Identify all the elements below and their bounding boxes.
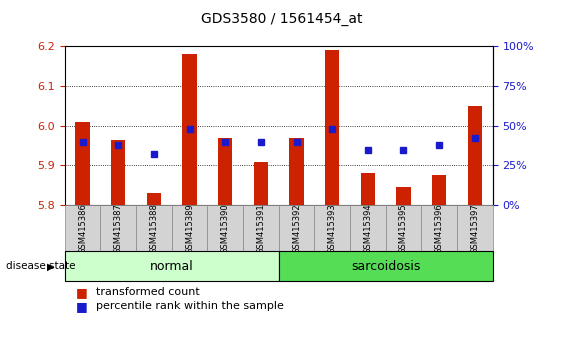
Bar (182, 54, 196, 205)
Bar (289, 138, 303, 205)
Text: GSM415395: GSM415395 (399, 203, 408, 254)
Bar (279, 251, 493, 281)
Text: GSM415394: GSM415394 (363, 203, 372, 254)
Text: GSM415390: GSM415390 (221, 203, 230, 254)
Text: ■: ■ (76, 300, 88, 313)
Text: GSM415392: GSM415392 (292, 203, 301, 254)
Bar (421, 205, 457, 251)
Bar (350, 205, 386, 251)
Bar (396, 187, 410, 205)
Bar (218, 138, 233, 205)
Bar (65, 251, 279, 281)
Text: ▶: ▶ (47, 261, 55, 272)
Bar (361, 173, 375, 205)
Bar (136, 205, 172, 251)
Bar (65, 205, 100, 251)
Text: GSM415389: GSM415389 (185, 203, 194, 254)
Bar (254, 161, 268, 205)
Text: GSM415387: GSM415387 (114, 203, 123, 254)
Text: GSM415397: GSM415397 (470, 203, 479, 254)
Bar (386, 205, 421, 251)
Text: GSM415396: GSM415396 (435, 203, 444, 254)
Text: disease state: disease state (6, 261, 75, 272)
Text: normal: normal (150, 260, 194, 273)
Bar (100, 205, 136, 251)
Text: percentile rank within the sample: percentile rank within the sample (96, 301, 284, 311)
Bar (457, 205, 493, 251)
Text: GSM415391: GSM415391 (256, 203, 265, 254)
Bar (75, 122, 90, 205)
Bar (325, 50, 339, 205)
Bar (243, 205, 279, 251)
Bar (172, 205, 207, 251)
Bar (279, 205, 314, 251)
Bar (207, 205, 243, 251)
Text: GDS3580 / 1561454_at: GDS3580 / 1561454_at (201, 12, 362, 27)
Text: ■: ■ (76, 286, 88, 298)
Bar (314, 205, 350, 251)
Bar (147, 193, 161, 205)
Text: GSM415393: GSM415393 (328, 203, 337, 254)
Bar (432, 176, 446, 205)
Text: GSM415388: GSM415388 (149, 203, 158, 254)
Text: GSM415386: GSM415386 (78, 203, 87, 254)
Bar (111, 139, 126, 205)
Bar (468, 106, 482, 205)
Text: transformed count: transformed count (96, 287, 199, 297)
Text: sarcoidosis: sarcoidosis (351, 260, 421, 273)
